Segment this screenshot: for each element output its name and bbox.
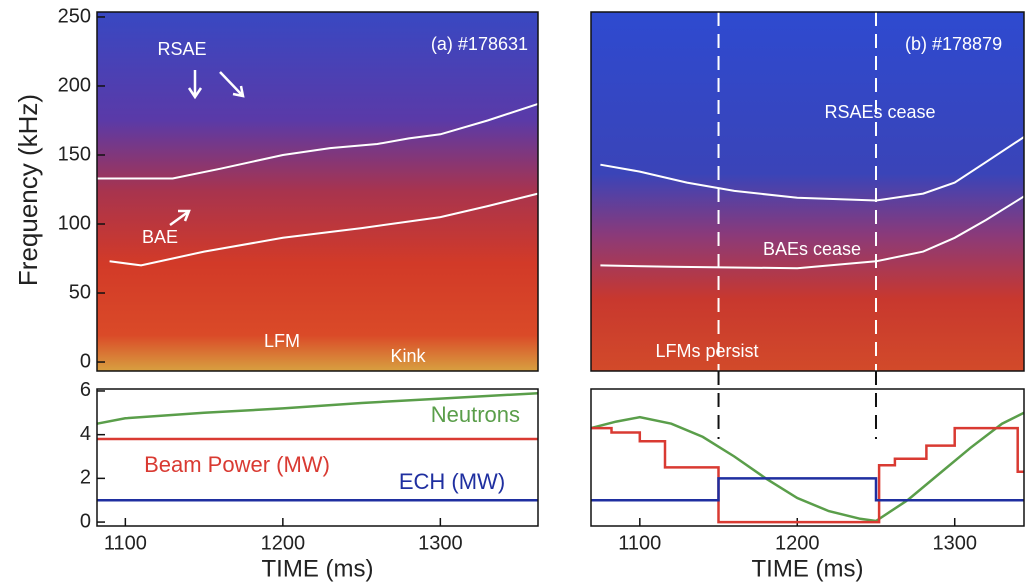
- series-line: [109, 192, 539, 267]
- series-line: [600, 195, 1025, 270]
- x-tick-label: 1200: [261, 532, 306, 554]
- x-tick-label: 1100: [104, 532, 147, 554]
- y-tick-label: 100: [58, 212, 91, 234]
- annotation: (b) #178879: [905, 34, 1002, 54]
- y-tick-label: 50: [69, 281, 91, 303]
- series-label: Beam Power (MW): [144, 452, 330, 477]
- plot-frame: [96, 11, 539, 372]
- y-tick-label: 0: [80, 510, 91, 532]
- annotation: BAEs cease: [763, 239, 861, 259]
- annotation: LFMs persist: [655, 341, 758, 361]
- series-line: [591, 477, 1024, 502]
- arrows: [169, 70, 245, 227]
- series-line: [600, 136, 1025, 202]
- arrow: [187, 70, 203, 100]
- plot-frame: [590, 388, 1025, 527]
- annotation: RSAE: [157, 39, 206, 59]
- arrow: [169, 209, 191, 227]
- series-label: Neutrons: [431, 402, 520, 427]
- y-tick-label: 2: [80, 467, 91, 489]
- x-tick-label: 1300: [932, 532, 977, 554]
- annotation: BAE: [142, 227, 178, 247]
- series-label: ECH (MW): [399, 469, 505, 494]
- spectrogram-b: [591, 12, 1024, 371]
- y-tick-label: 150: [58, 143, 91, 165]
- y-tick-label: 4: [80, 423, 91, 445]
- arrow: [219, 71, 245, 98]
- x-axis-label: TIME (ms): [752, 555, 864, 582]
- y-tick-label: 6: [80, 379, 91, 401]
- annotation: (a) #178631: [431, 34, 528, 54]
- x-axis-label: TIME (ms): [262, 555, 374, 582]
- spectrogram-a: [97, 12, 538, 371]
- y-tick-label: 200: [58, 74, 91, 96]
- y-tick-label: 250: [58, 5, 91, 27]
- plot-frame: [96, 388, 539, 527]
- series-line: [591, 426, 1024, 524]
- series-line: [96, 391, 539, 425]
- x-tick-label: 1200: [775, 532, 820, 554]
- y-axis-label: Frequency (kHz): [13, 94, 43, 286]
- annotation: RSAEs cease: [824, 102, 935, 122]
- series-line: [97, 102, 539, 180]
- x-tick-label: 1100: [618, 532, 661, 554]
- y-tick-label: 0: [80, 350, 91, 372]
- annotation: Kink: [390, 346, 426, 366]
- x-tick-label: 1300: [418, 532, 463, 554]
- annotation: LFM: [264, 331, 300, 351]
- series-line: [590, 411, 1025, 523]
- plot-frame: [590, 11, 1025, 372]
